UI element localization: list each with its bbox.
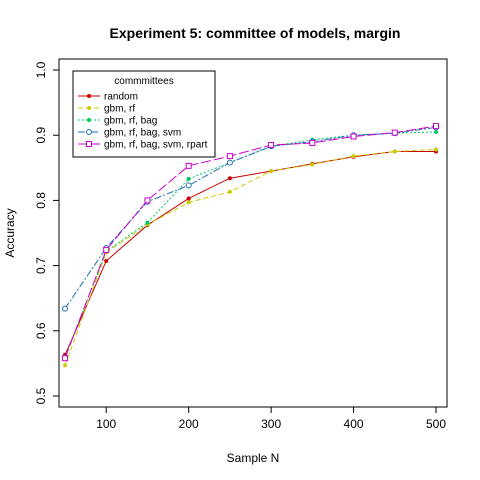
plot-frame xyxy=(58,58,448,408)
series-random xyxy=(63,149,438,357)
x-tick-label: 100 xyxy=(96,417,116,431)
data-point xyxy=(87,106,91,110)
data-point xyxy=(226,159,233,166)
legend-label: random xyxy=(104,92,138,103)
legend-entry: gbm, rf, bag, svm xyxy=(78,128,181,139)
data-point xyxy=(87,118,91,122)
legend-label: gbm, rf, bag xyxy=(104,116,157,127)
x-axis: 100 200 300 400 500 xyxy=(96,407,446,431)
series-line xyxy=(64,125,437,359)
legend-box xyxy=(72,70,216,158)
legend-entry: gbm, rf, bag, svm, rpart xyxy=(78,140,208,151)
y-axis-label: Accuracy xyxy=(3,208,17,257)
data-point xyxy=(185,182,192,189)
y-axis: 0.5 0.6 0.7 0.8 0.9 1.0 xyxy=(34,61,59,404)
data-point xyxy=(103,246,110,253)
data-point xyxy=(227,189,232,194)
data-point xyxy=(391,129,398,136)
data-point xyxy=(186,200,191,205)
data-point xyxy=(434,147,438,152)
legend-label: gbm, rf, bag, svm, rpart xyxy=(104,140,208,151)
series-line xyxy=(64,131,437,358)
data-point xyxy=(63,363,67,368)
chart-title: Experiment 5: committee of models, margi… xyxy=(110,25,401,41)
series-line xyxy=(64,149,437,366)
data-point xyxy=(433,123,439,130)
data-point xyxy=(87,94,91,98)
legend-title: commmittees xyxy=(114,76,173,87)
data-point xyxy=(309,140,316,147)
data-point xyxy=(226,153,233,160)
y-tick-label: 0.5 xyxy=(34,387,48,404)
series-gbm-rf-bag xyxy=(63,129,438,359)
x-tick-label: 400 xyxy=(344,417,364,431)
y-tick-label: 0.7 xyxy=(34,257,48,274)
x-axis-label: Sample N xyxy=(227,451,280,465)
data-point xyxy=(392,149,397,154)
series-gbm-rf xyxy=(63,147,438,368)
data-point xyxy=(351,154,356,159)
series-layer xyxy=(62,123,439,368)
data-point xyxy=(62,305,68,312)
data-point xyxy=(104,259,109,264)
legend-entry: random xyxy=(78,92,138,103)
legend-entry: gbm, rf xyxy=(78,104,135,115)
data-point xyxy=(227,176,232,181)
data-point xyxy=(62,355,68,362)
data-point xyxy=(86,129,92,135)
y-tick-label: 0.6 xyxy=(34,322,48,339)
data-point xyxy=(434,129,438,134)
data-point xyxy=(350,133,357,140)
legend-label: gbm, rf, bag, svm xyxy=(104,128,181,139)
x-tick-label: 300 xyxy=(261,417,281,431)
y-tick-label: 1.0 xyxy=(34,61,48,78)
legend-entry: gbm, rf, bag xyxy=(78,116,157,127)
x-tick-label: 200 xyxy=(179,417,199,431)
data-point xyxy=(269,169,274,174)
x-tick-label: 500 xyxy=(426,417,446,431)
data-point xyxy=(186,176,191,181)
data-point xyxy=(310,162,315,167)
data-point xyxy=(185,162,192,169)
y-tick-label: 0.9 xyxy=(34,127,48,144)
series-gbm-rf-bag-svm-rpart xyxy=(62,123,439,362)
data-point xyxy=(268,141,275,148)
data-point xyxy=(145,220,150,225)
data-point xyxy=(86,141,92,147)
data-point xyxy=(186,196,191,201)
data-point xyxy=(144,197,151,204)
y-tick-label: 0.8 xyxy=(34,192,48,209)
legend-label: gbm, rf xyxy=(104,104,135,115)
